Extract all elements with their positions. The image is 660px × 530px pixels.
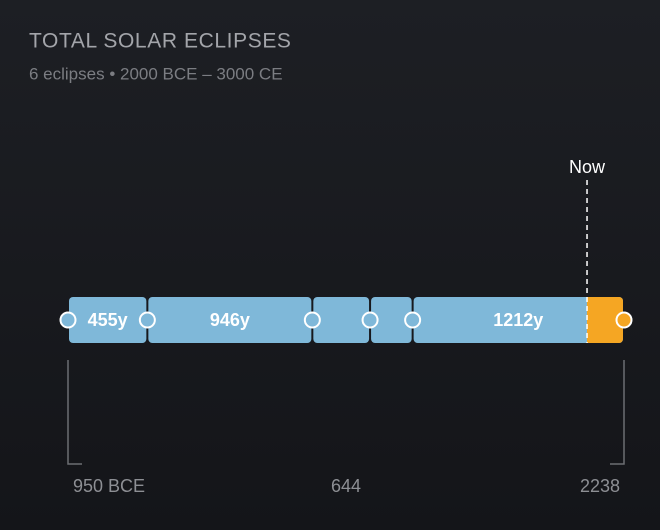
x-tick-label: 644 (331, 476, 361, 496)
gap-label: 1212y (493, 310, 543, 330)
chart-subtitle: 6 eclipses • 2000 BCE – 3000 CE (29, 64, 283, 83)
axis-bracket (610, 360, 625, 465)
gap-segment (313, 297, 370, 343)
axis-bracket (67, 360, 82, 465)
gap-segment (148, 297, 312, 343)
eclipse-marker (361, 311, 379, 329)
gap-segment (69, 297, 147, 343)
gap-label: 455y (88, 310, 128, 330)
x-tick-label: 2238 (580, 476, 620, 496)
gap-segment (413, 297, 623, 343)
eclipse-marker (615, 311, 633, 329)
eclipse-marker (59, 311, 77, 329)
eclipse-marker (138, 311, 156, 329)
now-label: Now (569, 157, 606, 177)
x-tick-label: 950 BCE (73, 476, 145, 496)
chart-title: TOTAL SOLAR ECLIPSES (29, 30, 292, 53)
eclipse-marker (404, 311, 422, 329)
gap-label: 946y (210, 310, 250, 330)
gap-segment (371, 297, 412, 343)
eclipse-marker (303, 311, 321, 329)
